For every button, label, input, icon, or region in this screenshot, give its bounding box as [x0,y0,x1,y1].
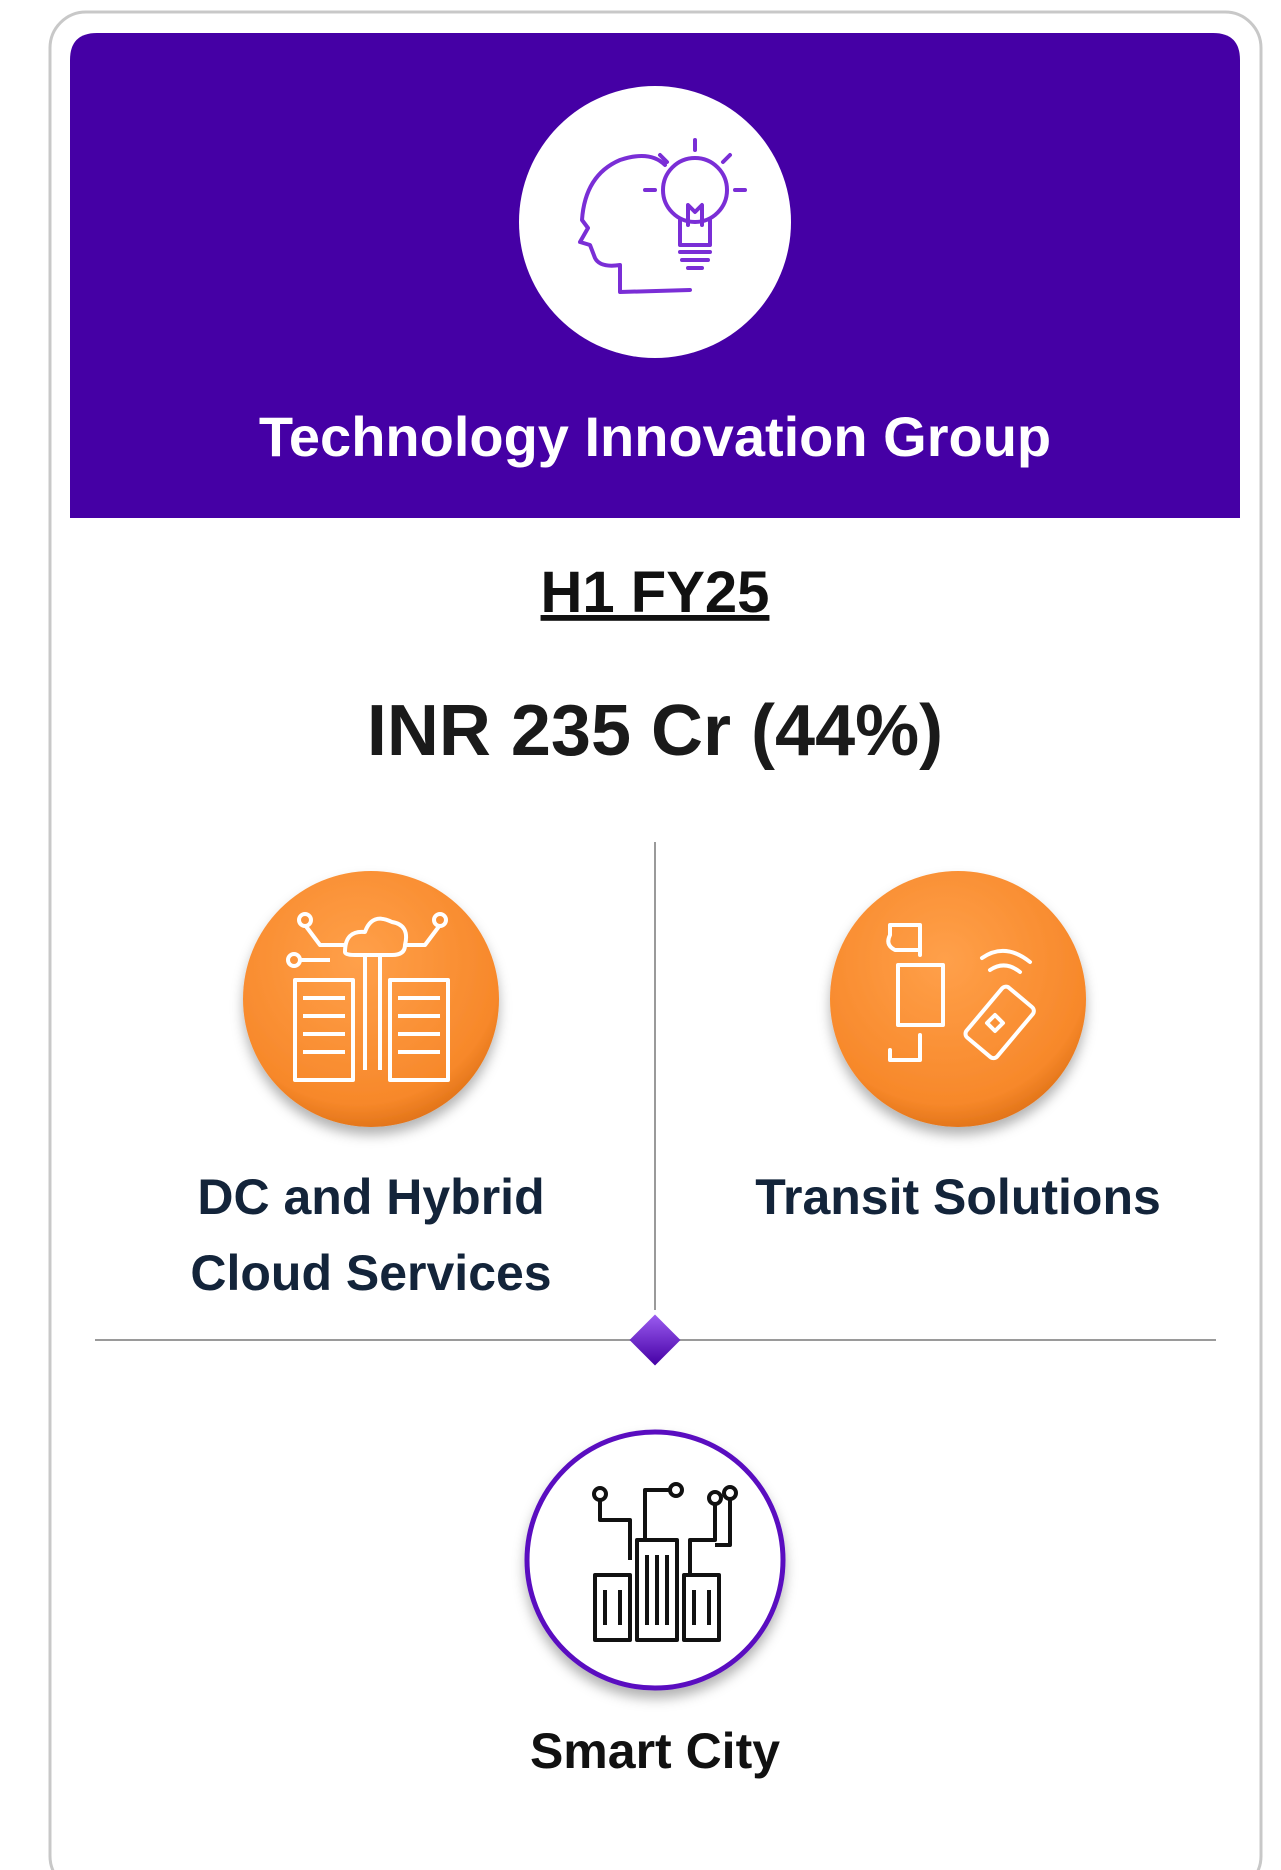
segment-label: Cloud Services [190,1245,551,1301]
revenue: INR 235 Cr (44%) [367,691,943,771]
header-icon-circle [519,86,791,358]
segment-label: Smart City [530,1723,780,1779]
dc-icon-circle [243,871,499,1127]
dc-icon [286,912,450,1082]
innovation-icon [578,138,747,294]
divider-diamond [629,1314,681,1366]
segment-label: DC and Hybrid [197,1169,544,1225]
transit-icon [886,923,1036,1062]
transit-icon-circle [830,871,1086,1127]
header-title: Technology Innovation Group [259,405,1051,468]
segment-label: Transit Solutions [755,1169,1161,1225]
period: H1 FY25 [541,560,770,625]
smart-city-icon [592,1482,738,1642]
